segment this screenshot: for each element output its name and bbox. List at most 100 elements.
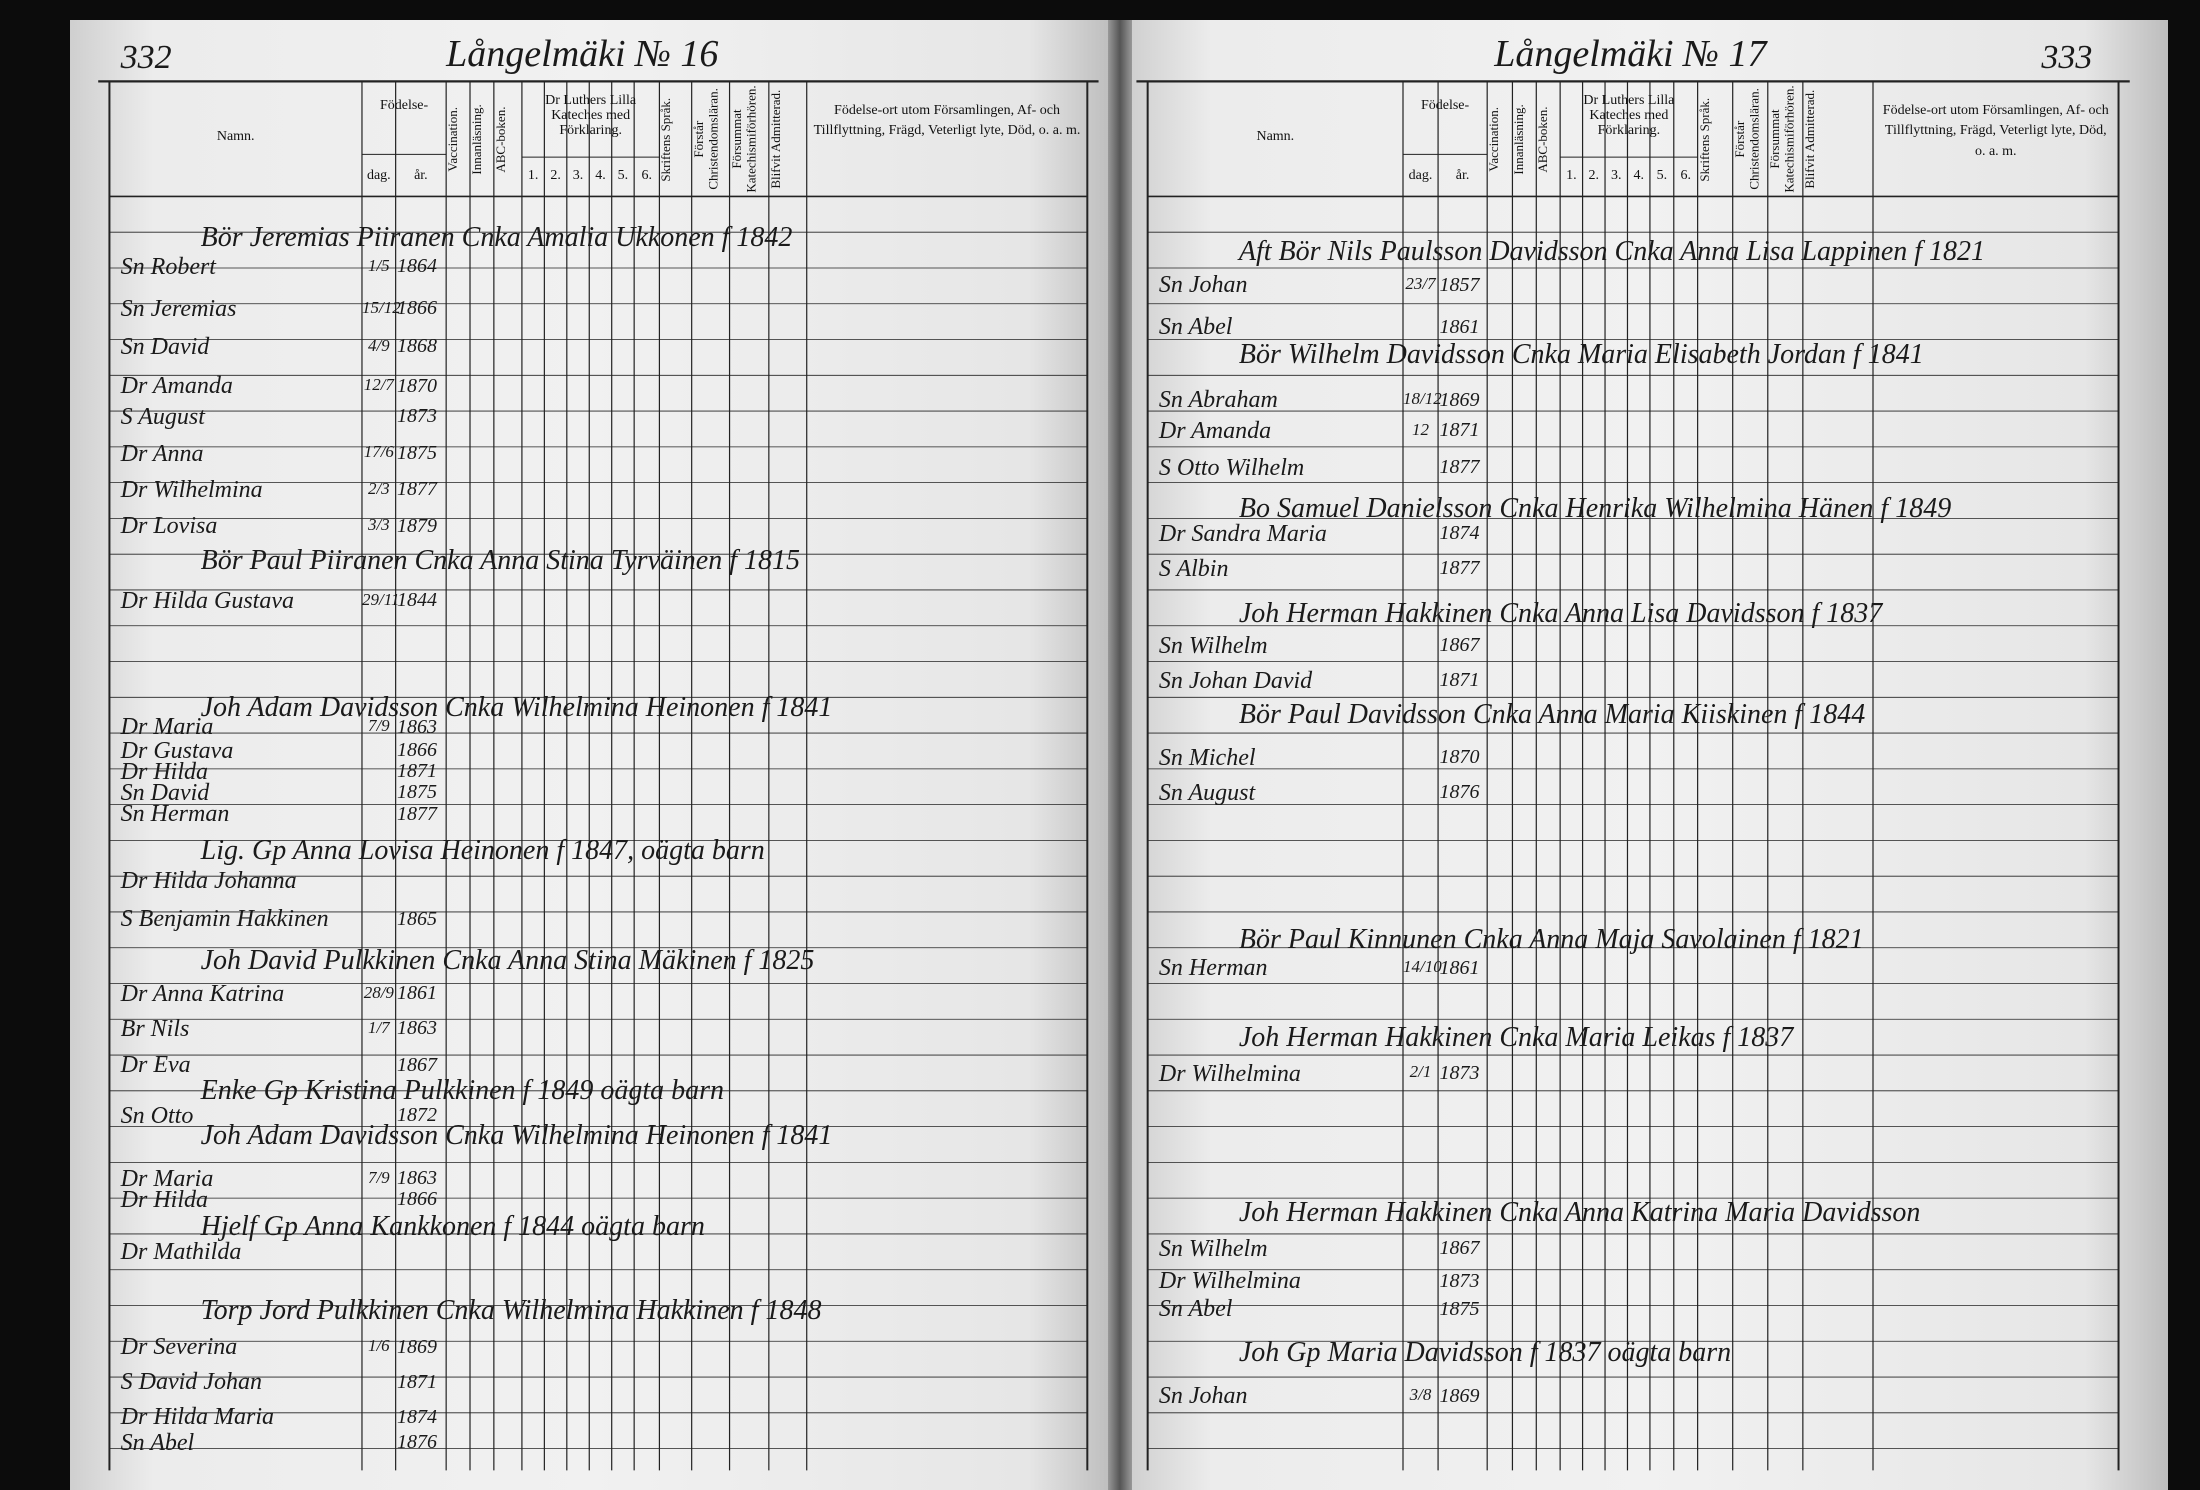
- birth-day: 7/9: [367, 715, 390, 735]
- header-understands: Förstår Christendomsläran.: [690, 88, 720, 190]
- person-name: Sn Johan: [1158, 272, 1248, 299]
- person-name: Dr Mathilda: [120, 1238, 242, 1265]
- person-name: Sn Michel: [1158, 744, 1256, 771]
- header-remarks: Födelse-ort utom Församlingen, Af- och T…: [813, 103, 1081, 139]
- birth-year: 1861: [1439, 956, 1480, 979]
- catechism-column: 1.: [1566, 168, 1577, 184]
- person-name: S August: [120, 404, 205, 431]
- household-line: Joh Herman Hakkinen Cnka Maria Leikas f …: [1238, 1021, 1794, 1053]
- person-name: Dr Anna: [120, 440, 204, 467]
- birth-year: 1875: [397, 781, 438, 804]
- person-name: Dr Severina: [120, 1334, 238, 1361]
- spine: [1108, 20, 1132, 1490]
- header-admitted: Blifvit Admitterad.: [767, 89, 783, 189]
- person-name: Sn August: [1158, 780, 1256, 807]
- birth-year: 1875: [1439, 1297, 1480, 1320]
- birth-year: 1869: [1439, 388, 1480, 411]
- person-name: Sn Johan David: [1158, 667, 1313, 694]
- person-name: Sn Herman: [1158, 955, 1268, 982]
- header-day: dag.: [1408, 168, 1433, 184]
- birth-year: 1857: [1439, 273, 1480, 296]
- person-name: S David Johan: [120, 1369, 262, 1396]
- header-name: Namn.: [1256, 129, 1295, 145]
- catechism-column: 4.: [595, 168, 606, 184]
- header-abc-book: ABC-boken.: [492, 105, 508, 172]
- household-line: Bör Paul Kinnunen Cnka Anna Maja Savolai…: [1238, 923, 1864, 955]
- birth-year: 1872: [397, 1104, 438, 1127]
- page-number: 333: [2041, 39, 2093, 77]
- person-name: Dr Lovisa: [120, 513, 218, 540]
- person-name: Sn David: [120, 333, 210, 360]
- header-scripture: Skriftens Språk.: [1696, 97, 1712, 181]
- header-name: Namn.: [216, 129, 255, 145]
- catechism-column: 4.: [1633, 168, 1644, 184]
- person-name: Sn Wilhelm: [1158, 1236, 1268, 1263]
- header-birth: Födelse-: [379, 98, 429, 114]
- household-line: Joh Herman Hakkinen Cnka Anna Lisa David…: [1238, 598, 1883, 630]
- header-catechism: Dr Luthers Lilla Kateches med Förklaring…: [1583, 92, 1675, 139]
- birth-day: 12/7: [363, 375, 394, 394]
- birth-day: 15/12: [361, 297, 401, 317]
- person-name: Sn Jeremias: [120, 296, 237, 323]
- header-birth: Födelse-: [1420, 98, 1470, 114]
- birth-day: 7/9: [367, 1167, 390, 1187]
- birth-day: 28/9: [363, 982, 394, 1002]
- person-name: Dr Hilda Gustava: [120, 587, 294, 614]
- household-line: Enke Gp Kristina Pulkkinen f 1849 oägta …: [200, 1075, 725, 1107]
- birth-year: 1866: [397, 297, 438, 320]
- header-remarks: Födelse-ort utom Församlingen, Af- och T…: [1882, 103, 2109, 159]
- birth-year: 1861: [1439, 315, 1480, 338]
- header-catechism: Dr Luthers Lilla Kateches med Förklaring…: [545, 92, 637, 139]
- person-name: S Albin: [1158, 555, 1229, 582]
- header-year: år.: [1455, 168, 1470, 184]
- birth-year: 1873: [1439, 1062, 1480, 1085]
- page-title: Långelmäki № 16: [446, 32, 719, 75]
- birth-year: 1873: [397, 405, 438, 428]
- person-name: Sn Abraham: [1158, 387, 1278, 414]
- person-name: Sn Herman: [120, 801, 230, 828]
- birth-day: 18/12: [1403, 389, 1442, 409]
- header-year: år.: [414, 168, 428, 184]
- birth-year: 1875: [397, 441, 438, 464]
- birth-year: 1866: [397, 739, 438, 762]
- person-name: Dr Amanda: [120, 373, 233, 400]
- catechism-column: 6.: [1680, 168, 1691, 184]
- birth-year: 1866: [397, 1188, 438, 1211]
- household-line: Bör Paul Piiranen Cnka Anna Stina Tyrväi…: [200, 544, 800, 576]
- person-name: Dr Hilda Maria: [120, 1404, 274, 1431]
- birth-day: 2/1: [1409, 1062, 1432, 1082]
- birth-year: 1867: [1439, 634, 1480, 657]
- catechism-column: 3.: [572, 168, 584, 184]
- header-neglected: Försummat Katechismiförhören.: [728, 84, 758, 193]
- person-name: S Benjamin Hakkinen: [120, 906, 329, 933]
- birth-year: 1869: [1439, 1384, 1480, 1407]
- header-abc-book: ABC-boken.: [1535, 105, 1551, 172]
- person-name: Dr Hilda: [120, 1186, 208, 1213]
- household-line: Joh Herman Hakkinen Cnka Anna Katrina Ma…: [1238, 1197, 1921, 1229]
- header-admitted: Blifvit Admitterad.: [1801, 89, 1817, 189]
- birth-year: 1876: [1439, 781, 1480, 804]
- person-name: Dr Sandra Maria: [1158, 520, 1327, 547]
- page-number: 332: [120, 39, 172, 77]
- person-name: Sn Johan: [1158, 1383, 1248, 1410]
- catechism-column: 2.: [1588, 168, 1600, 184]
- household-line: Lig. Gp Anna Lovisa Heinonen f 1847, oäg…: [200, 835, 765, 867]
- birth-year: 1867: [1439, 1237, 1480, 1260]
- page-title: Långelmäki № 17: [1494, 32, 1767, 75]
- birth-day: 14/10: [1403, 957, 1442, 977]
- header-vaccination: Vaccination.: [445, 106, 461, 172]
- household-line: Hjelf Gp Anna Kankkonen f 1844 oägta bar…: [200, 1211, 705, 1243]
- person-name: Sn Robert: [120, 253, 216, 280]
- catechism-column: 1.: [527, 168, 539, 184]
- person-name: Dr Wilhelmina: [120, 477, 263, 504]
- birth-day: 3/8: [1409, 1385, 1432, 1405]
- household-line: Torp Jord Pulkkinen Cnka Wilhelmina Hakk…: [200, 1295, 822, 1327]
- header-understands: Förstår Christendomsläran.: [1731, 88, 1761, 190]
- household-line: Bör Paul Davidsson Cnka Anna Maria Kiisk…: [1238, 699, 1866, 731]
- birth-year: 1861: [397, 982, 438, 1005]
- header-vaccination: Vaccination.: [1486, 106, 1502, 172]
- birth-year: 1871: [397, 760, 438, 783]
- catechism-column: 3.: [1611, 168, 1622, 184]
